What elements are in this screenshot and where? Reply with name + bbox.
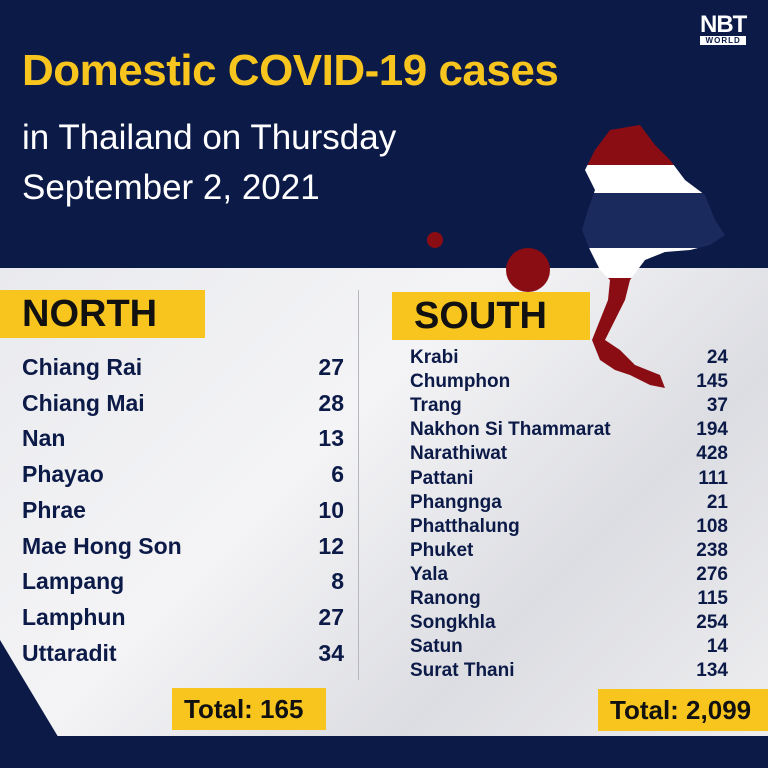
nbt-world-logo: NBT WORLD <box>700 11 747 45</box>
case-count: 27 <box>318 354 344 380</box>
case-count: 115 <box>697 588 728 609</box>
case-count: 108 <box>696 515 728 537</box>
case-count: 13 <box>318 425 344 452</box>
subtitle-line-2: September 2, 2021 <box>22 168 320 207</box>
south-total: Total: 2,099 <box>598 689 768 731</box>
list-item: Phuket 238 <box>410 540 728 562</box>
case-count: 21 <box>706 491 728 513</box>
subtitle-line-1: in Thailand on Thursday <box>22 118 397 157</box>
province-name: Uttaradit <box>22 639 117 666</box>
province-name: Chiang Rai <box>22 354 143 380</box>
province-name: Phuket <box>410 539 474 561</box>
logo-sub: WORLD <box>700 36 747 45</box>
case-count: 37 <box>706 395 728 417</box>
province-name: Ranong <box>410 588 481 609</box>
case-count: 145 <box>696 371 728 393</box>
content-panel <box>0 268 768 738</box>
case-count: 111 <box>698 467 728 489</box>
province-name: Chumphon <box>410 371 511 393</box>
province-name: Pattani <box>410 467 474 489</box>
case-count: 428 <box>696 443 728 465</box>
north-header: NORTH <box>0 290 205 338</box>
list-item: Lampang 8 <box>22 568 344 595</box>
case-count: 27 <box>318 603 344 630</box>
list-item: Chumphon 145 <box>410 371 728 393</box>
south-header: SOUTH <box>392 292 590 340</box>
list-item: Chiang Rai 27 <box>22 354 344 381</box>
province-name: Phayao <box>22 461 104 488</box>
province-name: Krabi <box>410 347 459 368</box>
list-item: Trang 37 <box>410 395 728 417</box>
case-count: 276 <box>696 563 728 585</box>
province-name: Phangnga <box>410 491 502 513</box>
list-item: Phatthalung 108 <box>410 516 728 538</box>
case-count: 14 <box>706 636 728 658</box>
virus-icon <box>506 248 550 292</box>
list-item: Phangnga 21 <box>410 492 728 514</box>
province-name: Lamphun <box>22 603 126 630</box>
province-name: Songkhla <box>410 612 496 634</box>
page-title: Domestic COVID-19 cases <box>22 46 559 95</box>
province-name: Yala <box>410 563 449 585</box>
list-item: Lamphun 27 <box>22 604 344 631</box>
list-item: Mae Hong Son 12 <box>22 533 344 560</box>
list-item: Surat Thani 134 <box>410 660 728 682</box>
province-name: Surat Thani <box>410 660 515 682</box>
list-item: Uttaradit 34 <box>22 640 344 667</box>
corner-decoration <box>0 640 60 740</box>
province-name: Nan <box>22 425 66 452</box>
case-count: 8 <box>331 568 344 595</box>
list-item: Chiang Mai 28 <box>22 390 344 417</box>
list-item: Songkhla 254 <box>410 612 728 634</box>
column-divider <box>358 290 359 680</box>
case-count: 134 <box>696 660 728 682</box>
case-count: 28 <box>318 389 344 416</box>
province-name: Narathiwat <box>410 443 508 465</box>
case-count: 10 <box>318 496 344 523</box>
bottom-band <box>0 736 768 768</box>
list-item: Satun 14 <box>410 636 728 658</box>
province-name: Mae Hong Son <box>22 532 182 559</box>
case-count: 6 <box>331 461 344 488</box>
case-count: 238 <box>696 539 728 561</box>
case-count: 254 <box>696 612 728 634</box>
list-item: Pattani 111 <box>410 468 728 490</box>
province-name: Satun <box>410 636 463 658</box>
list-item: Nan 13 <box>22 425 344 452</box>
logo-main: NBT <box>700 11 747 38</box>
list-item: Krabi 24 <box>410 347 728 369</box>
case-count: 12 <box>318 532 344 559</box>
case-count: 194 <box>696 419 728 441</box>
province-name: Lampang <box>22 568 125 595</box>
province-name: Nakhon Si Thammarat <box>410 419 611 441</box>
list-item: Ranong 115 <box>410 588 728 610</box>
list-item: Phayao 6 <box>22 461 344 488</box>
province-name: Trang <box>410 395 462 417</box>
case-count: 24 <box>706 347 728 368</box>
list-item: Nakhon Si Thammarat 194 <box>410 419 728 441</box>
list-item: Narathiwat 428 <box>410 443 728 465</box>
province-name: Chiang Mai <box>22 389 145 416</box>
province-name: Phrae <box>22 496 86 523</box>
list-item: Yala 276 <box>410 564 728 586</box>
thailand-flag-map-icon <box>427 125 725 388</box>
virus-icon <box>427 232 443 248</box>
case-count: 34 <box>318 639 344 666</box>
list-item: Phrae 10 <box>22 497 344 524</box>
province-name: Phatthalung <box>410 515 520 537</box>
north-total: Total: 165 <box>172 688 326 730</box>
